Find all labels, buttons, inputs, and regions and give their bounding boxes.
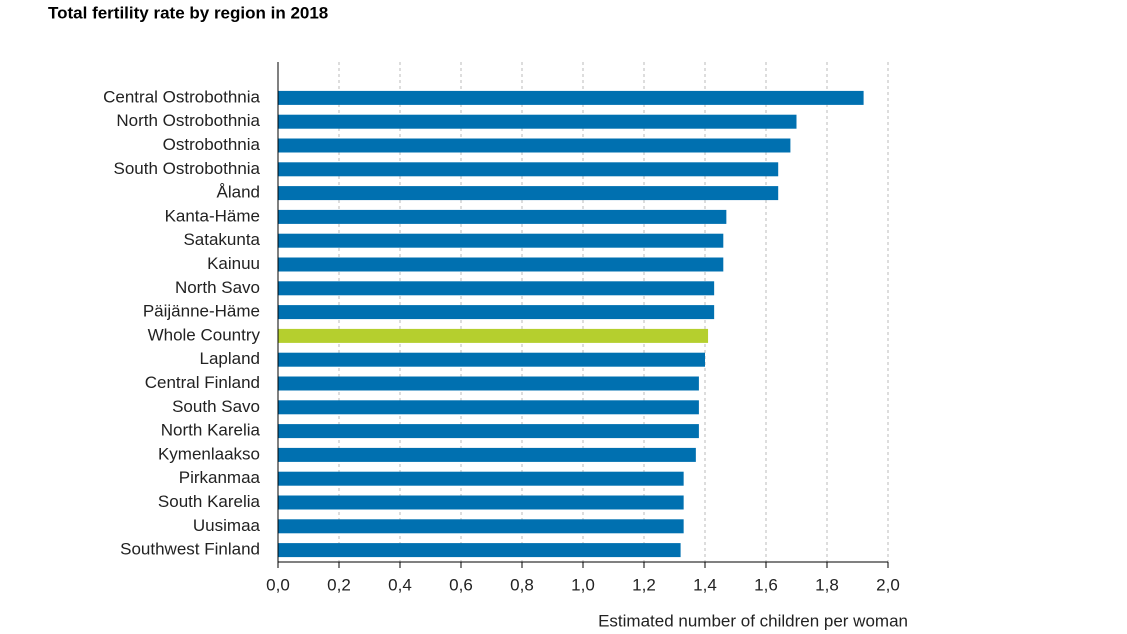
bar [278,400,699,415]
bar [278,138,791,153]
bar [278,424,699,439]
x-tick-label: 0,8 [510,575,534,594]
y-tick-label: Whole Country [148,325,261,344]
y-tick-label: Kanta-Häme [165,206,260,225]
bar [278,519,684,534]
y-tick-label: Central Finland [145,373,260,392]
y-tick-label: Lapland [199,349,260,368]
bar [278,305,715,320]
y-tick-label: Pirkanmaa [179,468,261,487]
x-tick-label: 1,6 [754,575,778,594]
y-tick-label: Ostrobothnia [163,135,261,154]
y-tick-label: Satakunta [183,230,260,249]
x-axis-label: Estimated number of children per woman [598,611,908,630]
bar [278,376,699,391]
y-tick-label: Kainuu [207,254,260,273]
bar [278,328,709,343]
bar [278,233,724,248]
y-tick-label: South Karelia [158,492,261,511]
bar [278,352,705,367]
bar [278,543,681,558]
y-tick-label: Central Ostrobothnia [103,87,260,106]
y-tick-label: Åland [217,183,260,202]
bar [278,257,724,272]
y-tick-label: Uusimaa [193,516,261,535]
x-tick-label: 1,0 [571,575,595,594]
bar [278,186,779,201]
y-tick-label: Päijänne-Häme [143,302,260,321]
bar [278,209,727,224]
x-tick-label: 0,4 [388,575,412,594]
y-tick-label: South Ostrobothnia [114,159,261,178]
y-tick-label: Kymenlaakso [158,444,260,463]
y-tick-label: South Savo [172,397,260,416]
x-tick-label: 0,2 [327,575,351,594]
bar [278,90,864,105]
y-tick-label: North Karelia [161,421,261,440]
x-tick-label: 0,0 [266,575,290,594]
x-tick-label: 0,6 [449,575,473,594]
x-tick-label: 1,4 [693,575,717,594]
x-tick-label: 2,0 [876,575,900,594]
x-tick-label: 1,2 [632,575,656,594]
y-tick-label: Southwest Finland [120,540,260,559]
bar [278,162,779,177]
y-tick-label: North Savo [175,278,260,297]
x-tick-label: 1,8 [815,575,839,594]
bar [278,114,797,129]
bar [278,447,696,462]
chart-title: Total fertility rate by region in 2018 [48,3,328,22]
bar [278,495,684,510]
bar [278,281,715,296]
y-tick-label: North Ostrobothnia [116,111,260,130]
bar [278,471,684,486]
